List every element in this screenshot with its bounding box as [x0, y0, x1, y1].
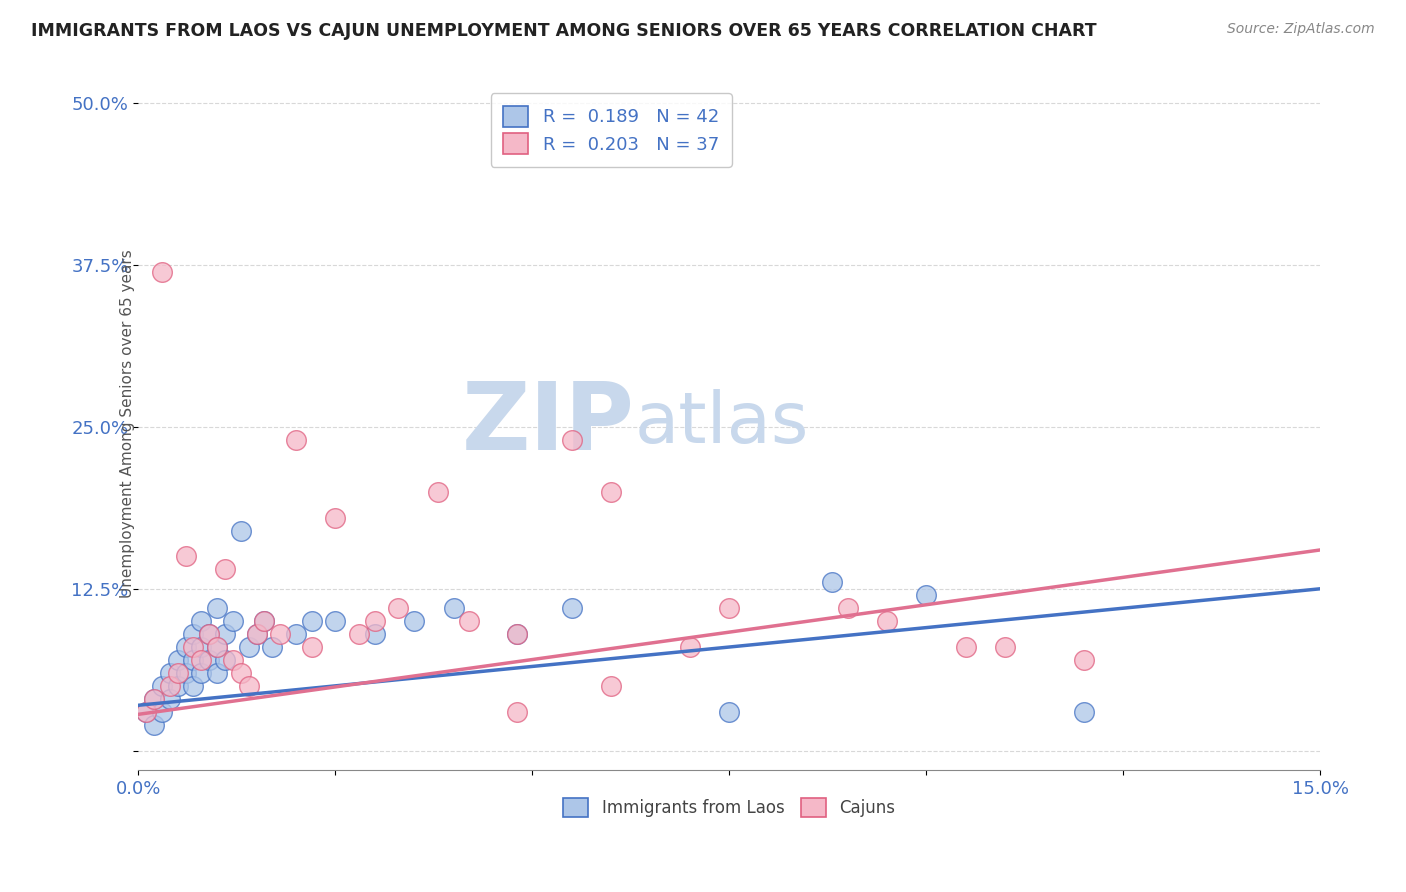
Point	[205, 601, 228, 615]
Point	[426, 484, 449, 499]
Point	[174, 665, 197, 680]
Point	[222, 653, 245, 667]
Legend: Immigrants from Laos, Cajuns: Immigrants from Laos, Cajuns	[557, 791, 903, 824]
Point	[135, 705, 157, 719]
Point	[245, 627, 267, 641]
Point	[143, 691, 166, 706]
Point	[994, 640, 1017, 654]
Point	[837, 601, 859, 615]
Point	[245, 627, 267, 641]
Point	[505, 705, 527, 719]
Point	[505, 627, 527, 641]
Point	[190, 640, 212, 654]
Point	[190, 653, 212, 667]
Point	[214, 653, 236, 667]
Point	[183, 679, 205, 693]
Point	[205, 640, 228, 654]
Point	[190, 614, 212, 628]
Point	[301, 614, 323, 628]
Point	[150, 265, 173, 279]
Point	[561, 433, 583, 447]
Point	[143, 691, 166, 706]
Point	[150, 705, 173, 719]
Point	[183, 627, 205, 641]
Point	[458, 614, 481, 628]
Point	[229, 524, 252, 538]
Point	[183, 653, 205, 667]
Point	[443, 601, 465, 615]
Point	[198, 627, 221, 641]
Point	[718, 601, 741, 615]
Point	[679, 640, 702, 654]
Point	[387, 601, 409, 615]
Text: Source: ZipAtlas.com: Source: ZipAtlas.com	[1227, 22, 1375, 37]
Point	[876, 614, 898, 628]
Text: IMMIGRANTS FROM LAOS VS CAJUN UNEMPLOYMENT AMONG SENIORS OVER 65 YEARS CORRELATI: IMMIGRANTS FROM LAOS VS CAJUN UNEMPLOYME…	[31, 22, 1097, 40]
Point	[238, 640, 260, 654]
Point	[253, 614, 276, 628]
Point	[166, 679, 188, 693]
Point	[347, 627, 370, 641]
Point	[505, 627, 527, 641]
Point	[325, 510, 347, 524]
Point	[205, 665, 228, 680]
Text: atlas: atlas	[634, 389, 808, 458]
Point	[284, 433, 307, 447]
Point	[253, 614, 276, 628]
Point	[1073, 705, 1095, 719]
Point	[174, 640, 197, 654]
Point	[205, 640, 228, 654]
Point	[190, 665, 212, 680]
Point	[135, 705, 157, 719]
Point	[183, 640, 205, 654]
Point	[821, 575, 844, 590]
Point	[301, 640, 323, 654]
Point	[325, 614, 347, 628]
Point	[262, 640, 284, 654]
Point	[174, 549, 197, 564]
Point	[284, 627, 307, 641]
Point	[229, 665, 252, 680]
Point	[404, 614, 426, 628]
Point	[600, 679, 623, 693]
Point	[198, 653, 221, 667]
Point	[561, 601, 583, 615]
Point	[915, 588, 938, 602]
Point	[159, 665, 181, 680]
Point	[214, 627, 236, 641]
Point	[364, 614, 387, 628]
Point	[143, 717, 166, 731]
Point	[269, 627, 291, 641]
Point	[198, 627, 221, 641]
Point	[718, 705, 741, 719]
Y-axis label: Unemployment Among Seniors over 65 years: Unemployment Among Seniors over 65 years	[120, 250, 135, 599]
Point	[166, 653, 188, 667]
Text: ZIP: ZIP	[463, 377, 634, 470]
Point	[222, 614, 245, 628]
Point	[600, 484, 623, 499]
Point	[159, 691, 181, 706]
Point	[955, 640, 977, 654]
Point	[364, 627, 387, 641]
Point	[150, 679, 173, 693]
Point	[159, 679, 181, 693]
Point	[238, 679, 260, 693]
Point	[214, 562, 236, 576]
Point	[166, 665, 188, 680]
Point	[1073, 653, 1095, 667]
